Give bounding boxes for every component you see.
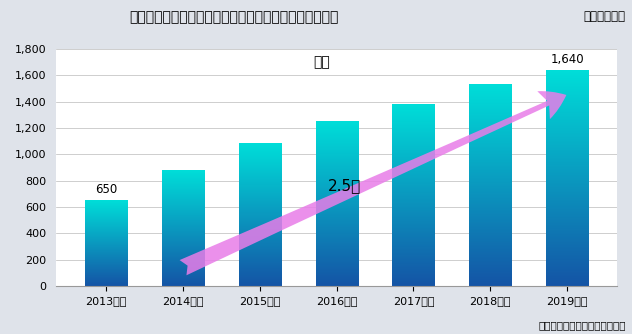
Text: （シード・プランニング作成）: （シード・プランニング作成） [538, 321, 626, 331]
FancyArrowPatch shape [179, 91, 566, 275]
Text: 650: 650 [95, 183, 118, 196]
Text: 1,640: 1,640 [550, 52, 584, 65]
Text: 2.5倍: 2.5倍 [328, 178, 361, 193]
Text: 国内の法人向けタブレット端末（回線込み）契約数予測: 国内の法人向けタブレット端末（回線込み）契約数予測 [129, 10, 339, 24]
Text: 単位：万契約: 単位：万契約 [584, 10, 626, 23]
Text: 予測: 予測 [313, 55, 330, 69]
